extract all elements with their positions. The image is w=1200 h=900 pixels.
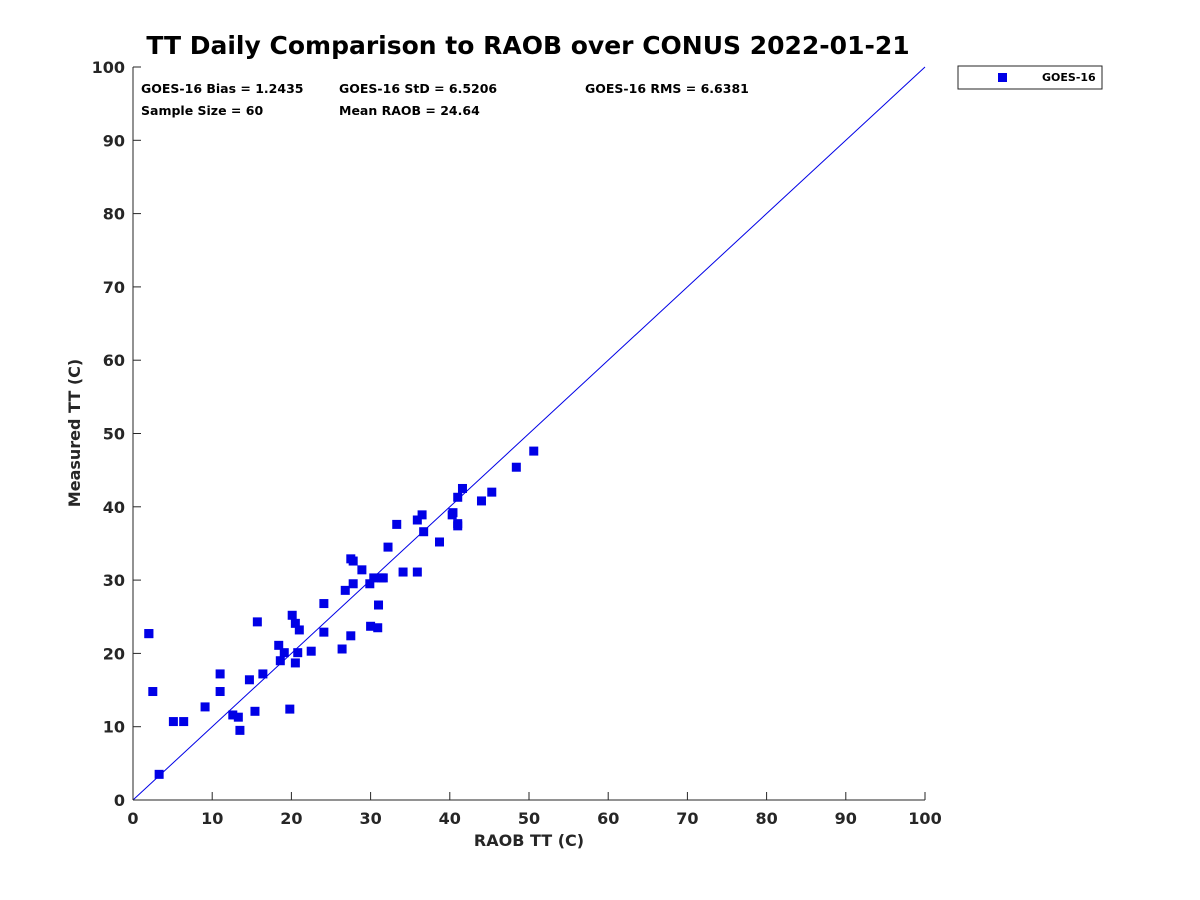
data-point <box>215 687 225 697</box>
data-point <box>392 519 402 529</box>
legend-marker-goes16 <box>998 73 1007 82</box>
y-tick-label: 10 <box>103 718 125 737</box>
x-axis-label: RAOB TT (C) <box>474 831 584 850</box>
data-point <box>200 702 210 712</box>
data-point <box>383 542 393 552</box>
data-point <box>154 769 164 779</box>
y-tick-label: 20 <box>103 644 125 663</box>
data-point <box>250 706 260 716</box>
data-point <box>252 617 262 627</box>
stat-bias: GOES-16 Bias = 1.2435 <box>141 81 303 96</box>
x-tick-label: 90 <box>835 809 857 828</box>
data-point <box>233 712 243 722</box>
legend: GOES-16 <box>957 65 1103 90</box>
y-tick-label: 30 <box>103 571 125 590</box>
data-point <box>448 508 458 518</box>
data-point <box>306 646 316 656</box>
data-point <box>293 648 303 658</box>
data-point <box>228 710 238 720</box>
data-point <box>319 599 329 609</box>
y-tick-label: 80 <box>103 205 125 224</box>
data-point <box>144 629 154 639</box>
legend-box <box>957 65 1103 90</box>
data-point <box>348 579 358 589</box>
data-point <box>529 446 539 456</box>
data-point <box>419 527 429 537</box>
data-point <box>285 704 295 714</box>
data-points <box>144 446 539 779</box>
data-point <box>346 631 356 641</box>
data-point <box>348 556 358 566</box>
stat-mean-raob: Mean RAOB = 24.64 <box>339 103 480 118</box>
y-tick-label: 70 <box>103 278 125 297</box>
y-tick-label: 40 <box>103 498 125 517</box>
data-point <box>412 515 422 525</box>
data-point <box>340 585 350 595</box>
stat-sample-size: Sample Size = 60 <box>141 103 263 118</box>
data-point <box>258 669 268 679</box>
data-point <box>275 656 285 666</box>
chart-title: TT Daily Comparison to RAOB over CONUS 2… <box>146 31 909 60</box>
data-point <box>168 717 178 727</box>
data-point <box>366 621 376 631</box>
x-tick-label: 60 <box>597 809 619 828</box>
x-tick-label: 80 <box>755 809 777 828</box>
data-point <box>179 717 189 727</box>
data-point <box>511 462 521 472</box>
data-point <box>279 648 289 658</box>
data-point <box>435 537 445 547</box>
data-point <box>378 573 388 583</box>
x-axis-ticks: 0 10 20 30 40 50 60 70 80 90 100 <box>127 792 942 828</box>
x-tick-label: 50 <box>518 809 540 828</box>
data-point <box>453 492 463 502</box>
x-tick-label: 20 <box>280 809 302 828</box>
data-point <box>290 658 300 668</box>
data-point <box>290 618 300 628</box>
x-tick-label: 10 <box>201 809 223 828</box>
data-point <box>374 600 384 610</box>
x-tick-label: 30 <box>359 809 381 828</box>
data-point <box>337 644 347 654</box>
y-axis-ticks: 0 10 20 30 40 50 60 70 80 90 100 <box>92 58 141 810</box>
y-tick-label: 90 <box>103 131 125 150</box>
y-tick-label: 50 <box>103 425 125 444</box>
plot-area: 0 10 20 30 40 50 60 70 80 90 100 0 10 20 30 40 50 60 70 80… <box>92 58 942 828</box>
data-point <box>373 623 383 633</box>
data-point <box>453 519 463 529</box>
data-point <box>235 725 245 735</box>
data-point <box>417 510 427 520</box>
x-tick-label: 0 <box>127 809 138 828</box>
data-point <box>369 573 379 583</box>
data-point <box>319 627 329 637</box>
data-point <box>294 625 304 635</box>
legend-label-goes16: GOES-16 <box>1042 71 1096 84</box>
data-point <box>148 687 158 697</box>
data-point <box>244 675 254 685</box>
x-tick-label: 40 <box>439 809 461 828</box>
y-tick-label: 100 <box>92 58 125 77</box>
data-point <box>457 483 467 493</box>
data-point <box>365 579 375 589</box>
data-point <box>476 496 486 506</box>
data-point <box>398 567 408 577</box>
x-tick-label: 70 <box>676 809 698 828</box>
one-to-one-reference-line <box>132 66 926 801</box>
data-point <box>287 610 297 620</box>
x-tick-label: 100 <box>908 809 941 828</box>
data-point <box>274 640 284 650</box>
y-tick-label: 0 <box>114 791 125 810</box>
data-point <box>412 567 422 577</box>
data-point <box>487 487 497 497</box>
y-tick-label: 60 <box>103 351 125 370</box>
stat-std: GOES-16 StD = 6.5206 <box>339 81 497 96</box>
y-axis-label: Measured TT (C) <box>65 359 84 507</box>
data-point <box>215 669 225 679</box>
data-point <box>357 565 367 575</box>
stat-rms: GOES-16 RMS = 6.6381 <box>585 81 749 96</box>
